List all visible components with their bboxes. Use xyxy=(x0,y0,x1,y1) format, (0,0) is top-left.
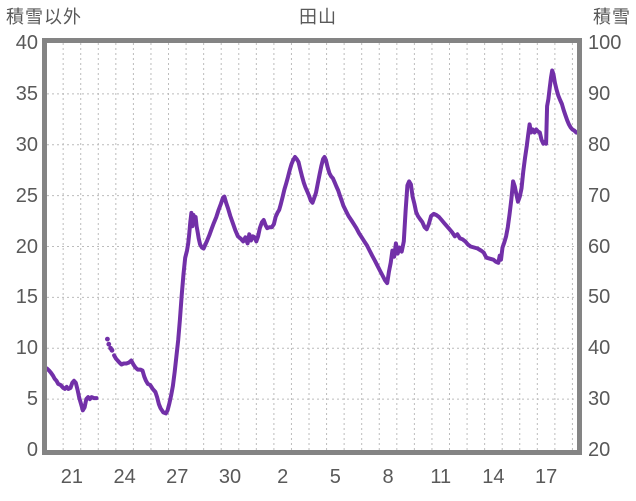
x-axis-tick-label: 14 xyxy=(482,466,505,488)
left-axis-tick-label: 15 xyxy=(15,286,38,309)
right-axis-tick-label: 90 xyxy=(588,82,611,105)
left-axis-tick-label: 0 xyxy=(26,439,38,461)
x-axis-tick-label: 17 xyxy=(534,466,558,488)
left-axis-tick-label: 5 xyxy=(26,388,38,411)
x-axis-tick-label: 24 xyxy=(113,466,136,488)
data-line-segment xyxy=(112,68,577,416)
data-point-marker xyxy=(105,336,110,342)
x-axis-tick-label: 11 xyxy=(430,466,452,488)
right-axis-tick-label: 70 xyxy=(588,184,611,207)
x-axis-tick-label: 30 xyxy=(218,466,242,488)
x-axis-tick-label: 27 xyxy=(166,466,189,488)
x-axis-tick-label: 2 xyxy=(277,466,289,488)
right-axis-tick-label: 60 xyxy=(588,235,611,258)
chart-title: 田山 xyxy=(299,7,337,27)
data-point-marker xyxy=(106,341,112,347)
left-axis-title: 積雪以外 xyxy=(6,7,82,27)
left-axis-tick-label: 30 xyxy=(15,133,38,156)
left-axis-tick-label: 10 xyxy=(15,337,38,360)
right-axis-tick-label: 100 xyxy=(588,32,622,54)
x-axis-tick-label: 8 xyxy=(382,466,394,488)
right-axis-tick-label: 30 xyxy=(588,388,611,411)
left-axis-tick-label: 35 xyxy=(15,82,38,105)
snow-depth-line-chart xyxy=(47,43,577,450)
left-axis-tick-label: 40 xyxy=(15,32,38,54)
left-axis-tick-label: 25 xyxy=(15,184,38,207)
data-line-segment xyxy=(47,366,99,413)
plot-area xyxy=(42,38,582,455)
data-point-marker xyxy=(109,347,115,353)
right-axis-tick-label: 80 xyxy=(588,133,611,156)
left-axis-tick-label: 20 xyxy=(15,235,38,258)
right-axis-title: 積雪 xyxy=(593,7,631,27)
right-axis-tick-label: 40 xyxy=(588,337,611,360)
x-axis-tick-label: 21 xyxy=(60,466,84,488)
x-axis-tick-label: 5 xyxy=(329,466,341,488)
right-axis-tick-label: 20 xyxy=(588,439,611,461)
right-axis-tick-label: 50 xyxy=(588,286,611,309)
